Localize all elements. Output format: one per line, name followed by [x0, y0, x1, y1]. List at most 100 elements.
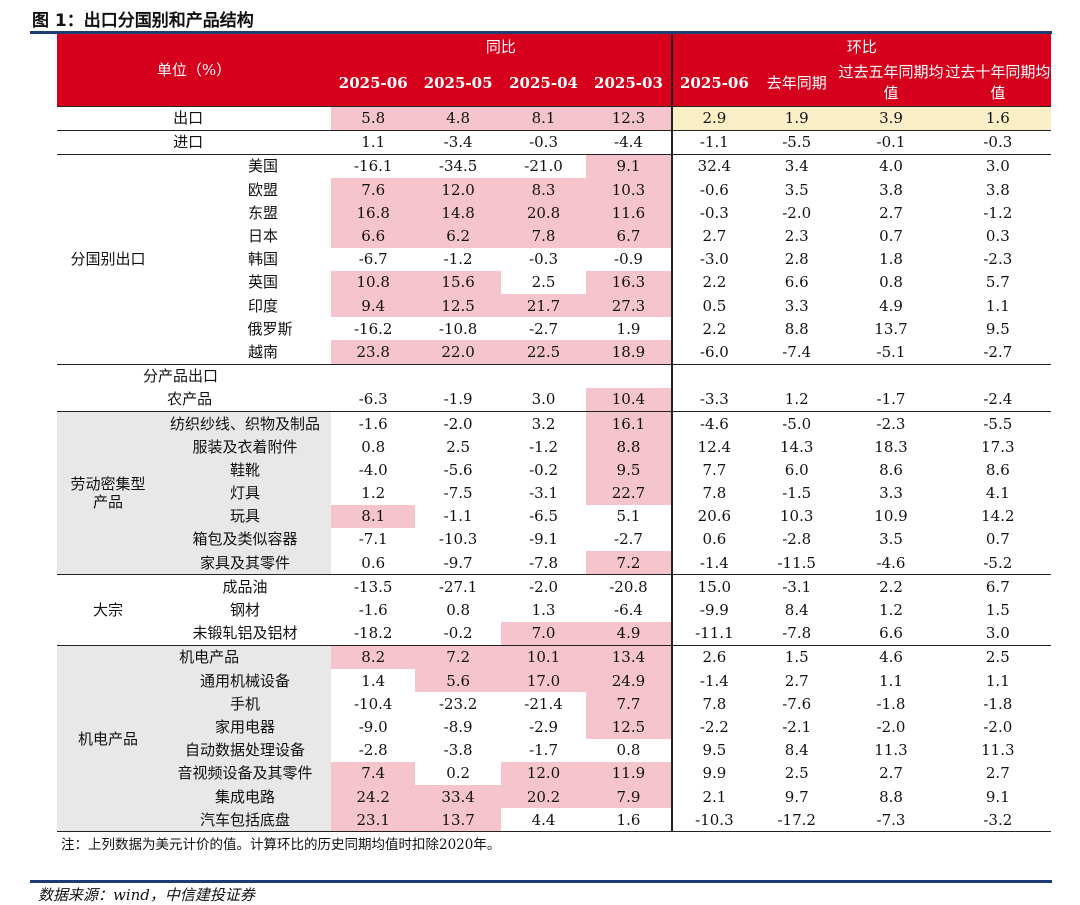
data-cell: 24.2 [331, 784, 416, 809]
data-cell: 7.2 [415, 644, 501, 669]
data-cell: 4.9 [586, 621, 672, 646]
table-row: 印度 9.4 12.5 21.7 27.3 0.5 3.3 4.9 1.1 [57, 294, 1051, 318]
row-label: 鞋靴 [159, 458, 332, 482]
data-cell: -1.6 [331, 410, 416, 436]
table-row: 灯具 1.2 -7.5 -3.1 22.7 7.8 -1.5 3.3 4.1 [57, 481, 1051, 505]
data-cell: -4.6 [670, 410, 757, 436]
data-cell: -4.0 [358, 460, 388, 479]
data-cell: 10.3 [586, 178, 672, 202]
data-cell: -7.8 [529, 553, 558, 572]
data-cell: -2.0 [500, 574, 587, 599]
data-cell: 3.9 [837, 105, 945, 131]
data-cell: -0.3 [529, 250, 558, 269]
data-cell: 12.5 [415, 294, 501, 318]
data-cell: 7.8 [670, 481, 757, 505]
row-label: 自动数据处理设备 [159, 738, 332, 762]
col-header: 2025-04 [500, 60, 587, 106]
data-cell: 2.2 [670, 317, 757, 341]
data-cell: 22.5 [500, 340, 587, 365]
data-cell: -2.1 [782, 717, 812, 736]
data-cell: 0.5 [670, 294, 757, 318]
table-row: 出口 5.8 4.8 8.1 12.3 2.9 1.9 3.9 1.6 [57, 105, 1051, 131]
data-cell: -3.3 [670, 387, 757, 412]
data-cell: 9.5 [985, 319, 1010, 338]
group-label: 分国别出口 [57, 153, 160, 365]
row-label: 音视频设备及其零件 [159, 761, 332, 785]
data-cell: 20.8 [500, 201, 587, 225]
data-cell: 11.9 [586, 761, 672, 785]
table-row: 俄罗斯 -16.2 -10.8 -2.7 1.9 2.2 8.8 13.7 9.5 [57, 317, 1051, 341]
data-cell: 3.4 [756, 153, 838, 179]
data-cell: 14.8 [415, 201, 501, 225]
data-cell: 3.8 [879, 180, 903, 199]
data-cell: 6.2 [415, 224, 501, 248]
data-cell: 2.8 [784, 250, 809, 269]
data-source: 数据来源：wind，中信建投证券 [38, 886, 255, 904]
data-cell: -6.7 [358, 250, 388, 269]
col-header: 过去五年同期均值 [837, 60, 945, 106]
data-cell: -10.3 [438, 530, 478, 549]
data-cell: -11.1 [670, 621, 757, 646]
data-cell: 0.3 [985, 227, 1010, 246]
data-cell: 1.1 [879, 671, 903, 690]
data-cell: 12.0 [415, 178, 501, 202]
table-row: 通用机械设备 1.4 5.6 17.0 24.9 -1.4 2.7 1.1 1.1 [57, 669, 1051, 693]
data-cell: 24.9 [586, 669, 672, 693]
data-cell: -9.0 [358, 717, 388, 736]
data-cell: -1.8 [983, 694, 1013, 713]
data-cell: 2.5 [531, 273, 556, 292]
data-cell: 17.3 [981, 437, 1015, 456]
data-cell: 3.0 [531, 390, 556, 409]
data-cell: 1.1 [985, 296, 1010, 315]
data-cell: -0.3 [944, 129, 1051, 155]
data-cell: -2.3 [837, 410, 945, 436]
data-cell: 6.7 [586, 224, 672, 248]
data-cell: 10.4 [586, 387, 672, 412]
data-cell: 6.0 [784, 460, 809, 479]
data-cell: 1.5 [985, 601, 1010, 620]
data-cell: -1.2 [983, 203, 1013, 222]
col-header: 2025-06 [331, 60, 416, 106]
row-label: 家用电器 [159, 715, 332, 739]
data-cell: -0.2 [443, 624, 473, 643]
data-cell: -1.5 [782, 484, 812, 503]
table-row: 服装及衣着附件 0.8 2.5 -1.2 8.8 12.4 14.3 18.3 17.3 [57, 435, 1051, 459]
data-cell: -5.6 [443, 460, 473, 479]
data-cell: -2.3 [983, 250, 1013, 269]
data-cell: 6.6 [879, 624, 903, 643]
row-label: 出口 [159, 105, 332, 131]
data-cell: -27.1 [415, 574, 501, 599]
data-cell: 2.5 [446, 437, 471, 456]
data-cell: 0.7 [985, 530, 1010, 549]
data-cell: 15.6 [415, 270, 501, 294]
table-row: 未锻轧铝及铝材 -18.2 -0.2 7.0 4.9 -11.1 -7.8 6.6 3.0 [57, 621, 1051, 646]
data-cell: 5.7 [985, 273, 1010, 292]
row-label: 印度 [248, 296, 279, 315]
data-cell: 16.8 [331, 201, 416, 225]
row-label: 欧盟 [248, 180, 279, 199]
data-cell: -2.7 [614, 530, 643, 549]
data-cell: 0.8 [879, 273, 903, 292]
data-cell: -0.1 [837, 129, 945, 155]
col-header: 2025-03 [586, 60, 672, 106]
data-cell: -21.0 [500, 153, 587, 179]
data-cell: 1.5 [756, 644, 838, 669]
data-cell: -4.6 [876, 553, 906, 572]
table-row: 集成电路 24.2 33.4 20.2 7.9 2.1 9.7 8.8 9.1 [57, 784, 1051, 809]
data-cell: 7.7 [586, 692, 672, 716]
col-header: 去年同期 [756, 60, 838, 106]
row-label: 成品油 [159, 574, 332, 599]
data-cell: 2.9 [670, 105, 757, 131]
table-row: 分国别出口 美国 -16.1 -34.5 -21.0 9.1 32.4 3.4 4.0 3.0 [57, 153, 1051, 365]
data-cell: -16.2 [353, 319, 393, 338]
data-cell: 9.9 [670, 761, 757, 785]
table-row: 英国 10.8 15.6 2.5 16.3 2.2 6.6 0.8 5.7 [57, 270, 1051, 294]
data-cell: 4.9 [879, 296, 903, 315]
data-cell: -3.8 [443, 741, 473, 760]
row-label: 机电产品 [159, 644, 332, 669]
data-cell: 1.6 [616, 810, 641, 829]
row-label: 韩国 [248, 250, 279, 269]
col-header: 过去十年同期均值 [944, 60, 1051, 106]
data-cell: 8.8 [879, 787, 903, 806]
data-cell: 7.4 [331, 761, 416, 785]
